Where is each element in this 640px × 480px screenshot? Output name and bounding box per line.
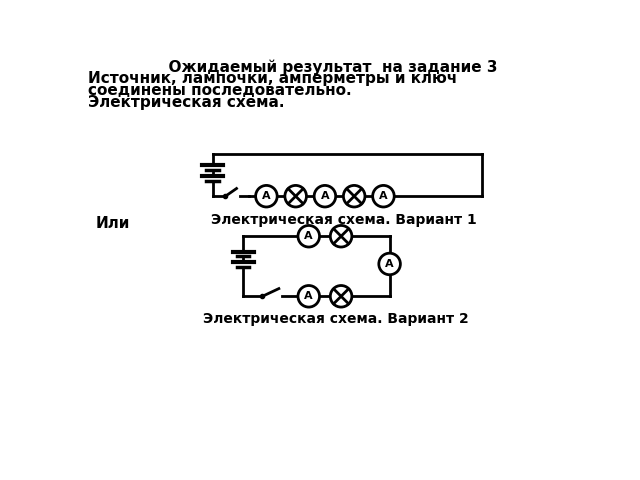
Circle shape — [330, 226, 352, 247]
Text: Электрическая схема.: Электрическая схема. — [88, 95, 284, 109]
Text: A: A — [305, 291, 313, 301]
Text: Электрическая схема. Вариант 2: Электрическая схема. Вариант 2 — [203, 312, 468, 326]
Text: Электрическая схема. Вариант 1: Электрическая схема. Вариант 1 — [211, 213, 476, 227]
Circle shape — [298, 286, 319, 307]
Text: A: A — [321, 191, 329, 201]
Circle shape — [314, 185, 336, 207]
Text: A: A — [305, 231, 313, 241]
Circle shape — [330, 286, 352, 307]
Text: соединены последовательно.: соединены последовательно. — [88, 83, 351, 98]
Text: Или: Или — [95, 216, 130, 231]
Text: A: A — [262, 191, 271, 201]
Circle shape — [379, 253, 401, 275]
Text: A: A — [385, 259, 394, 269]
Text: Источник, лампочки, амперметры и ключ: Источник, лампочки, амперметры и ключ — [88, 72, 457, 86]
Circle shape — [255, 185, 277, 207]
Circle shape — [285, 185, 307, 207]
Circle shape — [372, 185, 394, 207]
Circle shape — [344, 185, 365, 207]
Text: A: A — [379, 191, 388, 201]
Circle shape — [298, 226, 319, 247]
Text: Ожидаемый результат  на задание 3: Ожидаемый результат на задание 3 — [158, 59, 498, 75]
